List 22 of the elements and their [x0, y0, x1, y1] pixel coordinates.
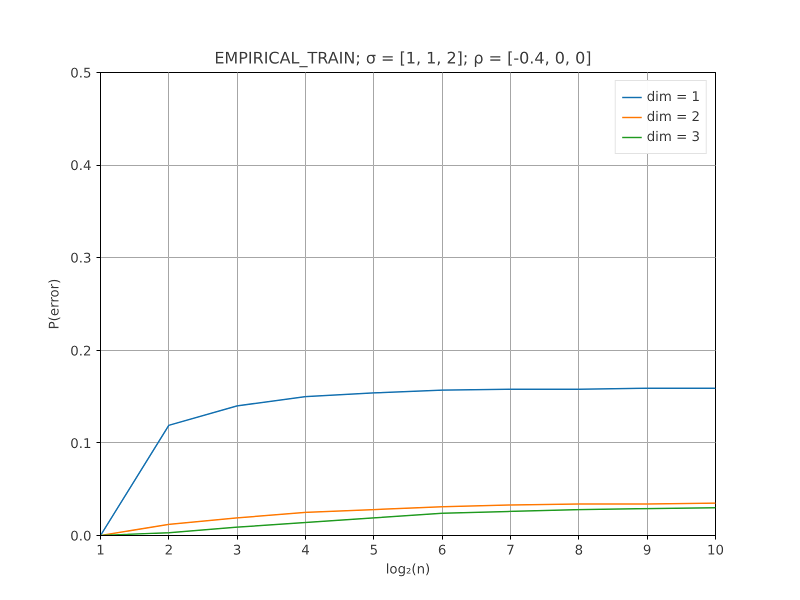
y-axis-title: P(error): [47, 278, 62, 330]
x-tick-label: 9: [642, 544, 652, 558]
legend-label: dim = 1: [646, 90, 700, 104]
y-tick-label: 0.4: [70, 159, 92, 174]
x-tick-label: 5: [370, 544, 378, 558]
x-tick-label: 1: [96, 544, 105, 558]
x-tick-label: 10: [707, 544, 724, 558]
x-tick-label: 3: [232, 544, 242, 558]
x-axis-title: log₂(n): [386, 562, 430, 578]
y-tick-label: 0.3: [70, 252, 92, 267]
y-tick-label: 0.1: [70, 436, 92, 452]
legend-label: dim = 2: [646, 110, 700, 124]
chart-title: EMPIRICAL_TRAIN; σ = [1, 1, 2]; ρ = [-0.4, 0, 0]: [214, 48, 592, 68]
x-tick-label: 2: [164, 544, 174, 558]
y-tick-label: 0.2: [70, 344, 92, 360]
legend-label: dim = 3: [646, 130, 700, 144]
x-tick-label: 4: [301, 544, 310, 558]
y-tick-label: 0.5: [70, 66, 92, 82]
x-tick-label: 8: [574, 544, 584, 558]
y-tick-label: 0.0: [70, 530, 92, 544]
x-tick-label: 6: [438, 544, 446, 558]
x-tick-label: 7: [506, 544, 515, 558]
